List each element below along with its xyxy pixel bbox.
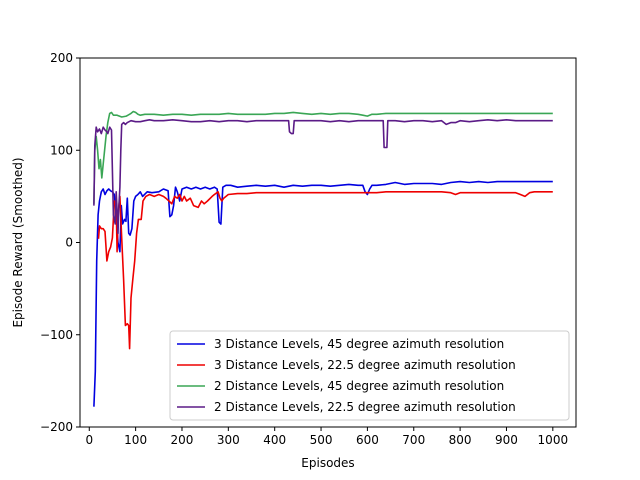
x-tick-label: 0 bbox=[85, 433, 93, 447]
x-axis-ticks: 0 100 200 300 400 500 600 700 800 900 1000 bbox=[85, 427, 568, 447]
x-tick-label: 600 bbox=[356, 433, 379, 447]
legend-label-3: 2 Distance Levels, 45 degree azimuth res… bbox=[214, 379, 504, 393]
x-tick-label: 1000 bbox=[538, 433, 569, 447]
y-tick-label: −100 bbox=[40, 328, 73, 342]
series-line-4 bbox=[93, 119, 553, 235]
y-tick-label: −200 bbox=[40, 420, 73, 434]
legend-label-4: 2 Distance Levels, 22.5 degree azimuth r… bbox=[214, 400, 516, 414]
x-axis-label: Episodes bbox=[301, 456, 354, 470]
legend-label-1: 3 Distance Levels, 45 degree azimuth res… bbox=[214, 337, 504, 351]
y-tick-label: 0 bbox=[65, 236, 73, 250]
x-tick-label: 300 bbox=[217, 433, 240, 447]
x-tick-label: 400 bbox=[263, 433, 286, 447]
legend-box bbox=[169, 330, 570, 421]
x-tick-label: 200 bbox=[171, 433, 194, 447]
series-line-3 bbox=[93, 110, 553, 204]
legend-label-2: 3 Distance Levels, 22.5 degree azimuth r… bbox=[214, 358, 516, 372]
x-tick-label: 700 bbox=[402, 433, 425, 447]
x-tick-label: 900 bbox=[495, 433, 518, 447]
y-tick-label: 200 bbox=[50, 51, 73, 65]
y-axis-label: Episode Reward (Smoothed) bbox=[11, 157, 25, 327]
y-axis-ticks: −200 −100 0 100 200 bbox=[40, 51, 80, 434]
x-tick-label: 500 bbox=[310, 433, 333, 447]
series-line-1 bbox=[93, 180, 553, 407]
legend: 3 Distance Levels, 45 degree azimuth res… bbox=[169, 330, 570, 421]
x-tick-label: 100 bbox=[124, 433, 147, 447]
y-tick-label: 100 bbox=[50, 143, 73, 157]
series-layer bbox=[93, 110, 553, 407]
series-line-2 bbox=[97, 191, 553, 350]
x-tick-label: 800 bbox=[449, 433, 472, 447]
